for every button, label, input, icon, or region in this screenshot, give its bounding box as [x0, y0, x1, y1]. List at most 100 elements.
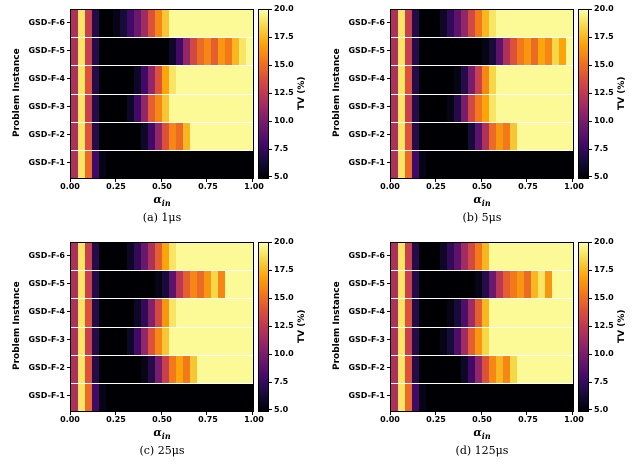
heatmap-cell	[398, 271, 405, 299]
heatmap-cell	[538, 327, 545, 355]
heatmap-cell	[545, 299, 552, 327]
colorbar-tick-mark	[269, 382, 272, 383]
heatmap-cell	[127, 383, 134, 412]
heatmap-cell	[524, 355, 531, 383]
heatmap-cell	[419, 355, 426, 383]
heatmap-cell	[531, 327, 538, 355]
heatmap-cell	[461, 94, 468, 122]
colorbar-tick-mark	[589, 149, 592, 150]
heatmap-cell	[92, 122, 99, 150]
heatmap-cell	[148, 122, 155, 150]
heatmap-cell	[405, 122, 412, 150]
heatmap-cell	[71, 94, 78, 122]
heatmap-cell	[559, 299, 566, 327]
heatmap-cell	[218, 383, 225, 412]
heatmap-cell	[447, 122, 454, 150]
heatmap-cell	[482, 327, 489, 355]
heatmap-cell	[559, 94, 566, 122]
heatmap-cell	[127, 355, 134, 383]
heatmap-cell	[85, 10, 92, 38]
heatmap-cell	[92, 66, 99, 94]
heatmap-cell	[566, 94, 573, 122]
heatmap-cell	[71, 122, 78, 150]
heatmap-cell	[148, 94, 155, 122]
heatmap-cell	[239, 271, 246, 299]
heatmap-cell	[517, 383, 524, 412]
heatmap-cell	[218, 327, 225, 355]
heatmap-cell	[566, 243, 573, 271]
heatmap-cell	[85, 299, 92, 327]
heatmap-cell	[204, 327, 211, 355]
heatmap-cell	[461, 271, 468, 299]
heatmap-cell	[566, 299, 573, 327]
heatmap-cell	[176, 122, 183, 150]
colorbar-tick-mark	[589, 354, 592, 355]
heatmap-cell	[391, 66, 398, 94]
heatmap-cell	[92, 383, 99, 412]
heatmap-cell	[419, 327, 426, 355]
colorbar-tick-label: 10.0	[594, 116, 614, 125]
heatmap-cell	[190, 383, 197, 412]
heatmap-cell	[524, 10, 531, 38]
heatmap-cell	[162, 150, 169, 179]
heatmap-cell	[204, 10, 211, 38]
heatmap-cell	[204, 383, 211, 412]
y-axis-label: Problem Instance	[332, 48, 342, 138]
heatmap-cell	[489, 383, 496, 412]
heatmap-cell	[398, 94, 405, 122]
heatmap-cell	[204, 122, 211, 150]
heatmap-cell	[447, 38, 454, 66]
heatmap-cell	[475, 243, 482, 271]
x-tick-label: 0.50	[472, 182, 492, 191]
heatmap-cell	[197, 383, 204, 412]
heatmap-cell	[155, 271, 162, 299]
heatmap-cell	[148, 271, 155, 299]
heatmap-cell	[218, 10, 225, 38]
heatmap-cell	[419, 10, 426, 38]
heatmap-cell	[468, 383, 475, 412]
heatmap-cell	[489, 94, 496, 122]
heatmap-cell	[239, 299, 246, 327]
heatmap-cell	[517, 150, 524, 179]
y-tick-label: GSD-F-1	[348, 391, 390, 400]
heatmap-cell	[447, 271, 454, 299]
colorbar-tick-mark	[589, 176, 592, 177]
heatmap-cell	[531, 66, 538, 94]
heatmap-cell	[566, 383, 573, 412]
colorbar-tick-label: 5.0	[594, 405, 609, 414]
heatmap-cell	[162, 243, 169, 271]
heatmap-cell	[120, 383, 127, 412]
heatmap-cell	[517, 38, 524, 66]
x-tick-mark	[70, 412, 71, 415]
heatmap-cell	[239, 150, 246, 179]
y-tick-label: GSD-F-1	[28, 158, 70, 167]
heatmap-cell	[176, 150, 183, 179]
heatmap-cell	[468, 66, 475, 94]
heatmap-cell	[510, 243, 517, 271]
colorbar-tick-mark	[589, 298, 592, 299]
heatmap-cell	[447, 66, 454, 94]
heatmap-cell	[426, 327, 433, 355]
x-tick-labels: 0.00 0.25 0.50 0.75 1.00	[60, 412, 264, 426]
heatmap-cell	[92, 10, 99, 38]
heatmap-cell	[566, 271, 573, 299]
heatmap-cell	[447, 150, 454, 179]
heatmap-cell	[559, 355, 566, 383]
heatmap-cell	[545, 327, 552, 355]
heatmap-cell	[475, 38, 482, 66]
heatmap-cell	[85, 122, 92, 150]
heatmap-cell	[419, 150, 426, 179]
heatmap-cell	[162, 299, 169, 327]
heatmap-cell	[141, 355, 148, 383]
heatmap-cell	[85, 271, 92, 299]
heatmap-cell	[475, 299, 482, 327]
heatmap-cell	[461, 66, 468, 94]
heatmap-cell	[120, 66, 127, 94]
heatmap-row	[71, 150, 253, 179]
heatmap-cell	[78, 66, 85, 94]
heatmap-cell	[106, 94, 113, 122]
y-tick-label: GSD-F-1	[28, 391, 70, 400]
heatmap-cell	[78, 94, 85, 122]
y-tick-label: GSD-F-2	[28, 363, 70, 372]
